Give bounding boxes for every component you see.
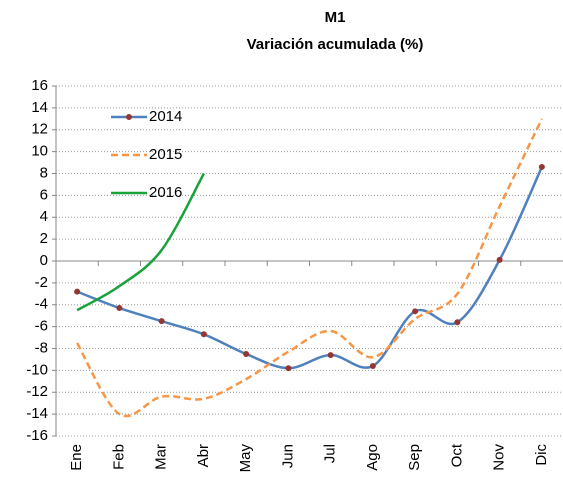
x-tick-label: Jul [322,444,339,463]
y-tick-label: 6 [40,186,48,203]
chart-title: M1 [325,9,346,26]
y-tick-label: -8 [35,339,48,356]
point-marker [412,308,419,315]
y-tick-label: -2 [35,274,48,291]
y-tick-label: -6 [35,318,48,335]
y-tick-label: -4 [35,296,48,313]
series-line [76,172,205,312]
y-tick-label: 0 [40,252,48,269]
legend-label: 2015 [149,146,182,163]
y-tick-label: 14 [31,99,48,116]
x-tick-label: May [237,444,254,473]
y-tick-label: 4 [40,208,48,225]
legend-label: 2016 [149,184,182,201]
point-marker [496,256,503,263]
y-tick-label: -16 [26,427,48,444]
point-marker [285,365,292,372]
legend-label: 2014 [149,108,182,125]
x-tick-label: Abr [195,444,212,467]
point-marker [74,288,81,295]
point-marker [454,319,461,326]
y-tick-label: -14 [26,405,48,422]
point-marker [158,318,165,325]
point-marker [538,163,545,170]
x-tick-label: Oct [448,443,465,467]
y-tick-label: 16 [31,77,48,94]
x-tick-label: Feb [110,444,127,470]
y-tick-label: -10 [26,361,48,378]
legend-marker [126,114,132,120]
series-line [76,118,544,418]
point-marker [116,305,123,312]
x-tick-label: Mar [153,444,170,470]
chart-subtitle: Variación acumulada (%) [247,36,424,53]
point-marker [369,363,376,369]
x-tick-label: Sep [406,444,423,471]
x-tick-label: Ene [68,444,85,471]
y-tick-label: 10 [31,143,48,160]
x-tick-label: Dic [533,444,550,466]
y-tick-label: 2 [40,230,48,247]
y-tick-label: 12 [31,121,48,138]
x-tick-label: Nov [491,444,508,471]
y-tick-label: -12 [26,383,48,400]
x-tick-label: Ago [364,444,381,471]
point-marker [327,352,334,359]
point-marker [243,350,250,357]
point-marker [200,331,207,338]
x-tick-label: Jun [279,444,296,468]
y-tick-label: 8 [40,164,48,181]
